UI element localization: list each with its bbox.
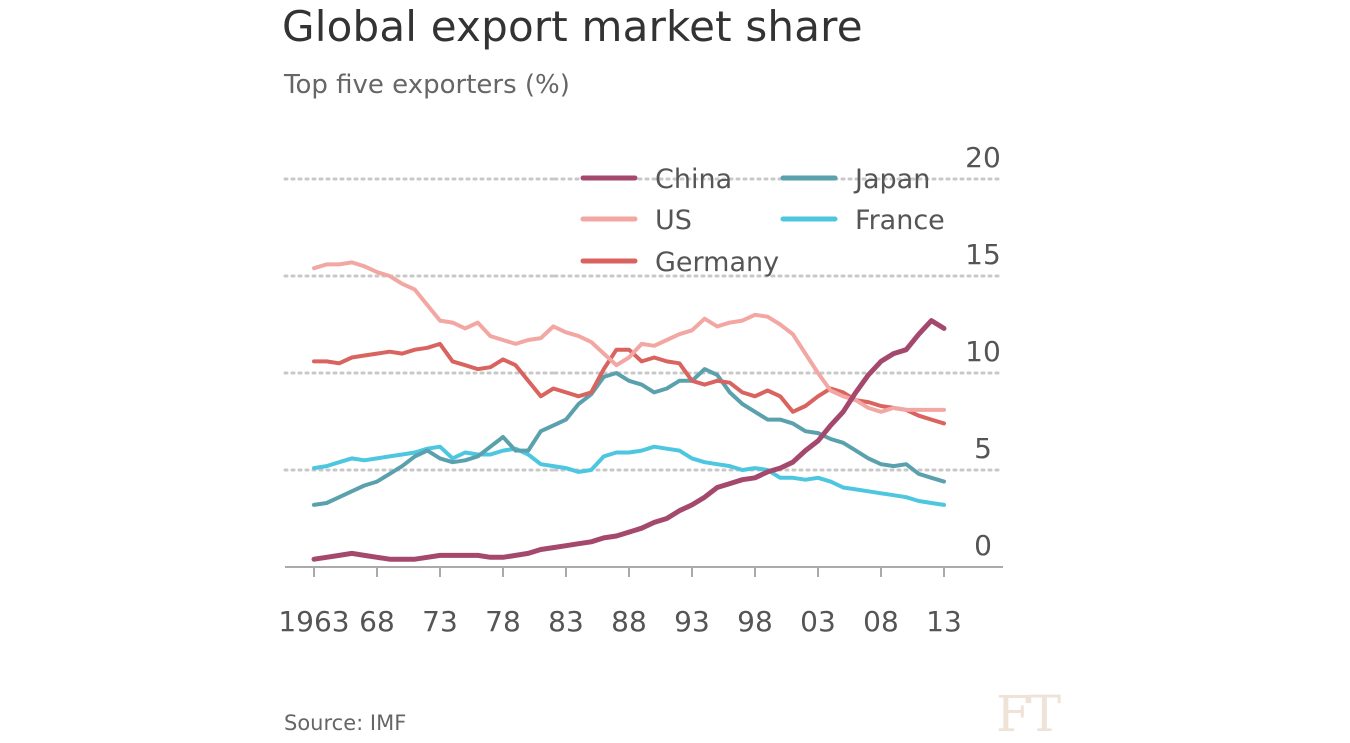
legend: China US Germany Japan France bbox=[580, 164, 945, 278]
ft-logo: FT bbox=[996, 685, 1061, 743]
y-tick-label: 0 bbox=[974, 529, 992, 562]
x-tick-label: 78 bbox=[485, 605, 521, 638]
x-tick-label: 88 bbox=[611, 605, 647, 638]
x-tick-label: 83 bbox=[548, 605, 584, 638]
legend-label-france: France bbox=[855, 205, 945, 236]
series-line-china bbox=[311, 318, 947, 562]
x-tick-label: 13 bbox=[926, 605, 962, 638]
legend-label-japan: Japan bbox=[853, 164, 930, 195]
x-tick-label: 93 bbox=[674, 605, 710, 638]
gridlines bbox=[283, 177, 1005, 472]
series-line-japan bbox=[312, 367, 946, 507]
y-tick-label: 10 bbox=[965, 335, 1001, 368]
x-tick-label: 73 bbox=[422, 605, 458, 638]
x-tick-label: 08 bbox=[863, 605, 899, 638]
legend-label-us: US bbox=[655, 205, 692, 236]
x-tick-label: 98 bbox=[737, 605, 773, 638]
chart-subtitle: Top five exporters (%) bbox=[284, 70, 570, 100]
x-tick-label: 1963 bbox=[278, 605, 349, 638]
series-line-germany bbox=[312, 341, 946, 426]
x-axis: 1963 68 73 78 83 88 93 98 03 08 13 bbox=[278, 566, 1003, 638]
y-tick-label: 5 bbox=[974, 432, 992, 465]
y-tick-label: 20 bbox=[965, 141, 1001, 174]
y-tick-label: 15 bbox=[965, 238, 1001, 271]
y-axis: 0 5 10 15 20 bbox=[965, 141, 1001, 562]
legend-label-germany: Germany bbox=[655, 247, 779, 278]
x-tick-label: 68 bbox=[359, 605, 395, 638]
source-note: Source: IMF bbox=[284, 711, 407, 735]
series-lines bbox=[311, 260, 947, 562]
legend-label-china: China bbox=[655, 164, 732, 195]
series-line-us bbox=[312, 260, 946, 414]
x-tick-label: 03 bbox=[800, 605, 836, 638]
chart-title: Global export market share bbox=[282, 2, 863, 51]
series-line-france bbox=[312, 444, 946, 507]
